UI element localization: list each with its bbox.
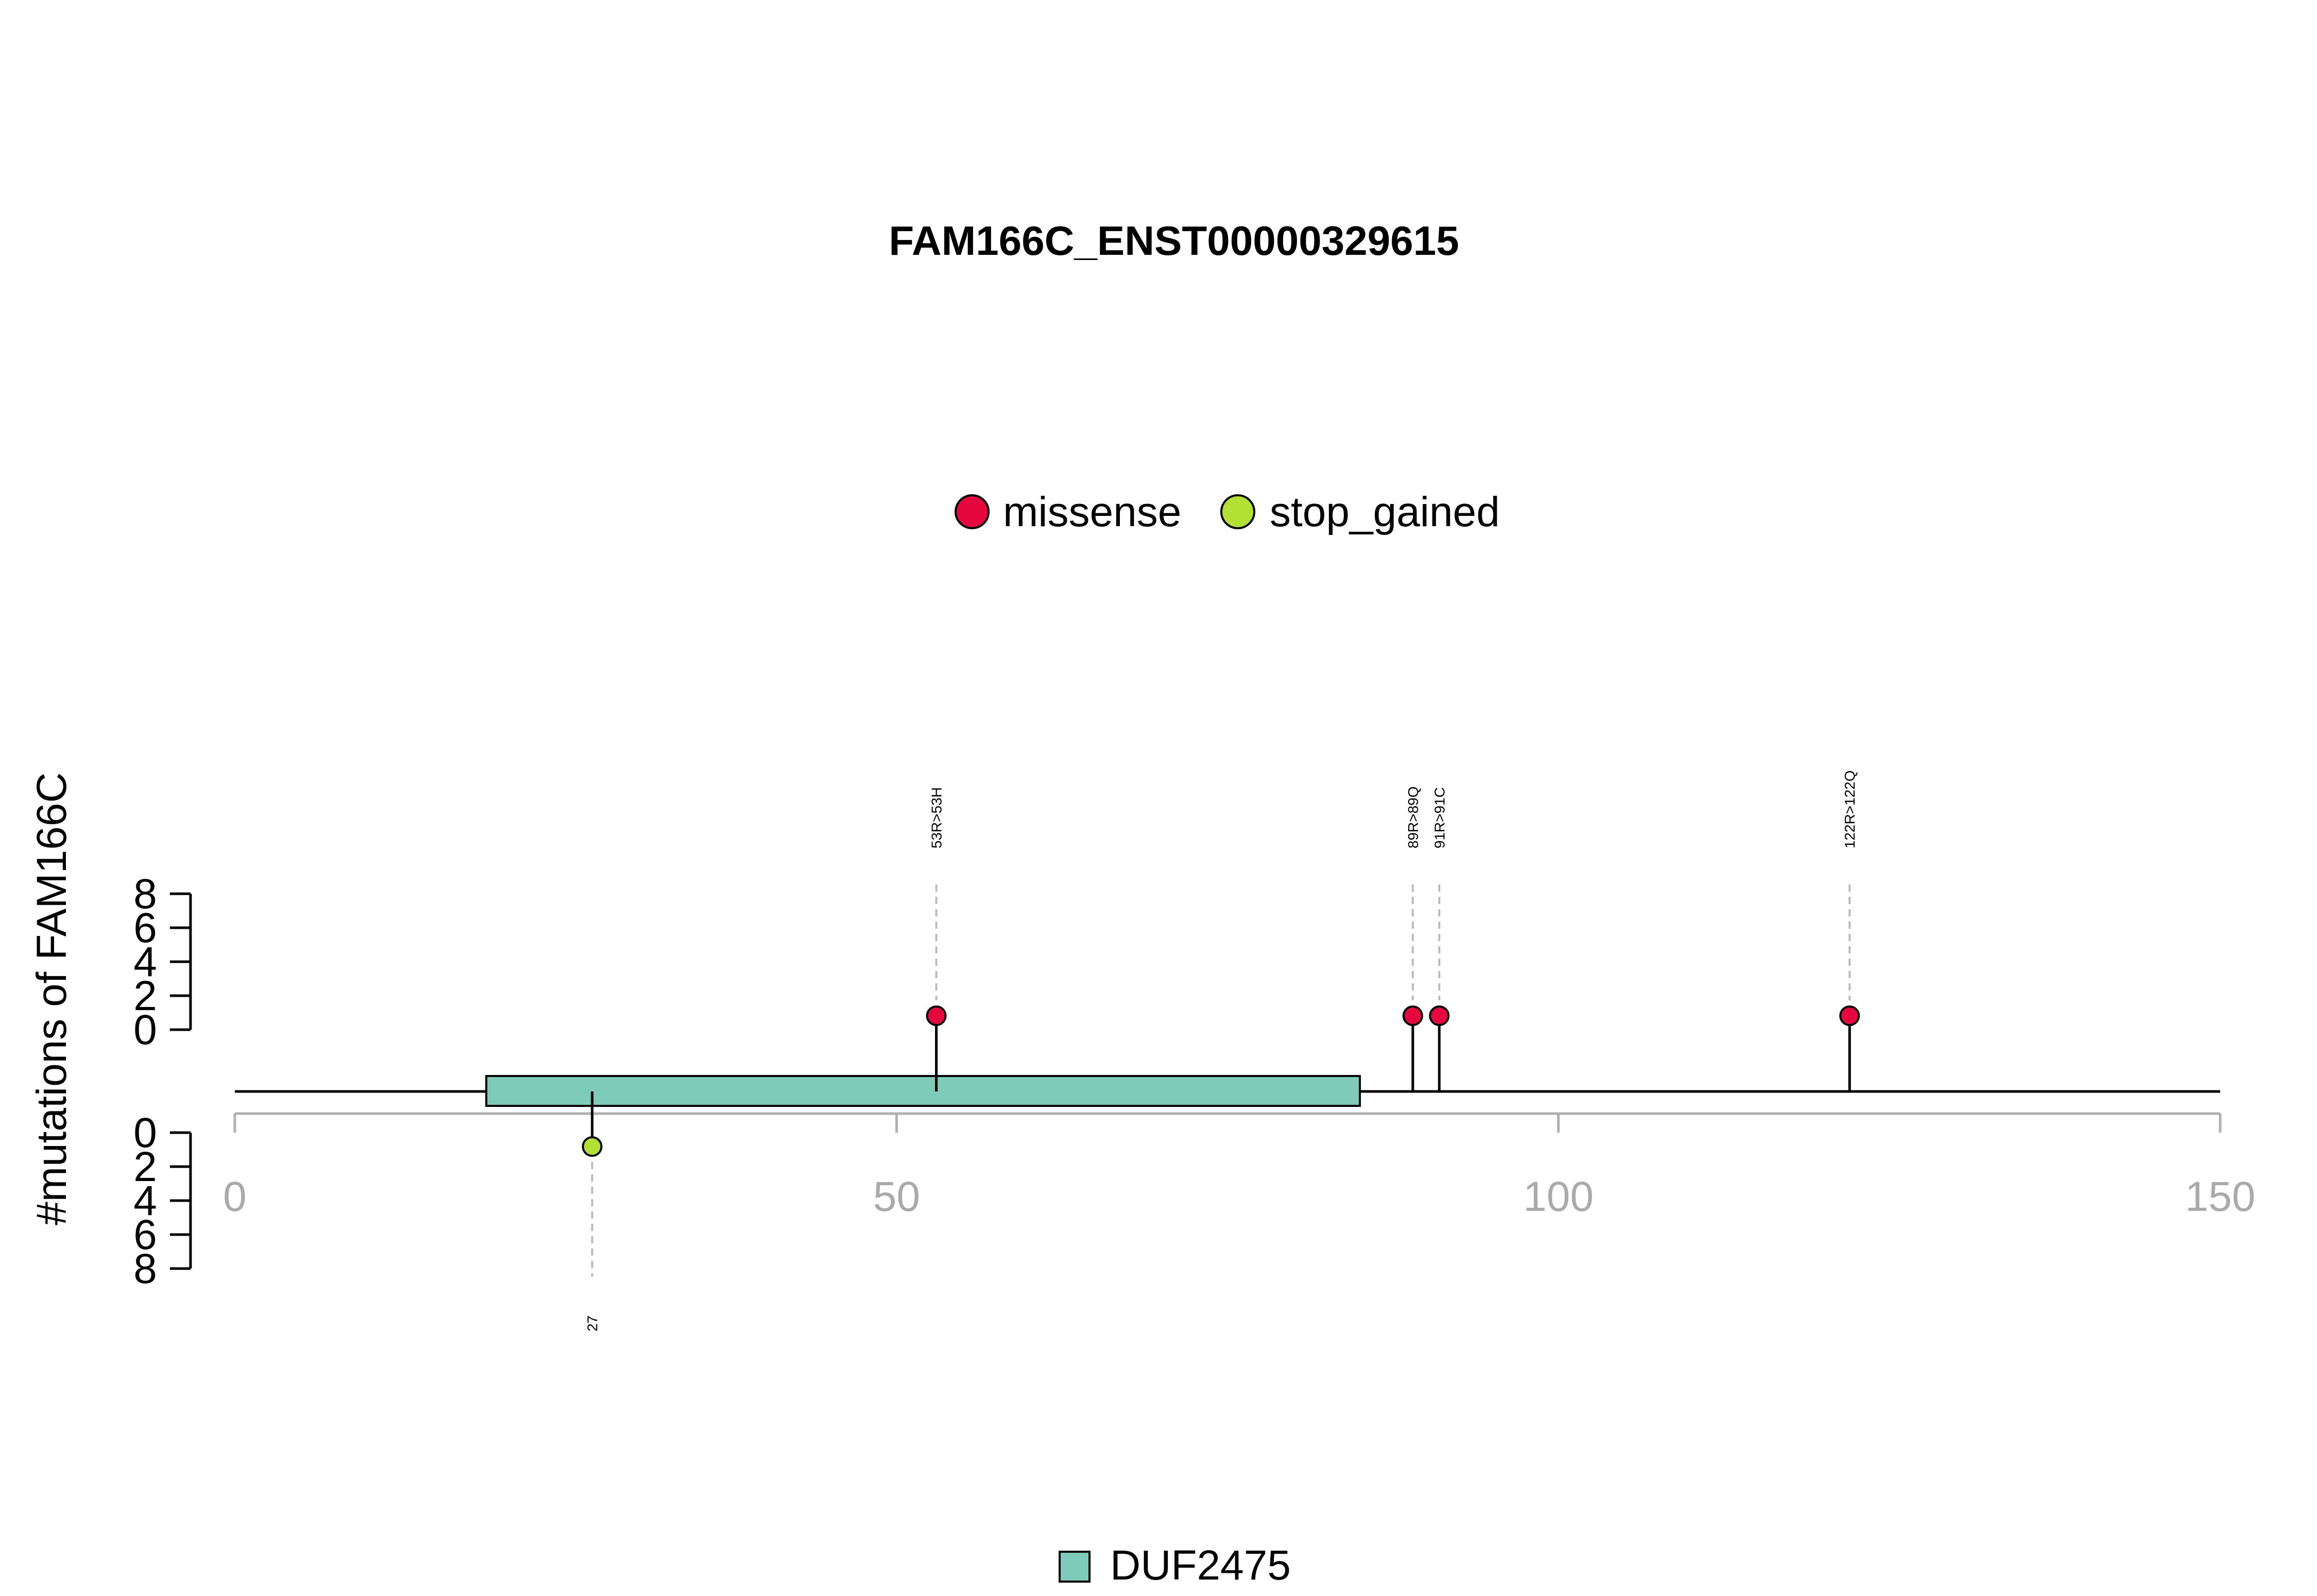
x-axis: 0 50 100 150	[223, 1112, 2256, 1220]
y-tick-label: 6	[133, 1211, 157, 1258]
mutation-point	[1402, 1005, 1423, 1026]
y-tick-label: 2	[133, 1143, 157, 1190]
legend-domain-swatch	[1059, 1551, 1091, 1583]
mutation-legend: missense stop_gained	[955, 489, 1500, 535]
legend-stop-gained-label: stop_gained	[1270, 489, 1500, 535]
y-tick-label: 2	[133, 973, 157, 1019]
y-tick-label: 8	[133, 871, 157, 917]
y-tick-label: 8	[133, 1245, 157, 1292]
chart-title: FAM166C_ENST00000329615	[889, 218, 1459, 264]
domain-layer	[485, 1075, 1361, 1107]
legend-missense-label: missense	[1003, 489, 1181, 535]
x-tick-label: 50	[873, 1173, 920, 1220]
mutation-point	[582, 1136, 603, 1157]
y-tick-label: 4	[133, 1177, 157, 1224]
x-tick-label: 100	[1523, 1173, 1594, 1220]
mutation-label: 122R>122Q	[1842, 770, 1858, 848]
mutation-label: 91R>91C	[1431, 787, 1447, 848]
mutation-point	[1429, 1005, 1450, 1026]
y-tick-label: 6	[133, 905, 157, 951]
mutation-label: 27	[584, 1315, 600, 1331]
mutation-label: 89R>89Q	[1405, 786, 1421, 848]
legend-domain-label: DUF2475	[1110, 1542, 1291, 1589]
y-tick-label: 0	[133, 1007, 157, 1053]
mutation-point	[926, 1005, 947, 1026]
x-tick-label: 0	[223, 1173, 247, 1220]
legend-stop-gained-marker	[1220, 494, 1255, 529]
legend-missense-marker	[955, 494, 990, 529]
y-axis-label: #mutations of FAM166C	[28, 772, 75, 1225]
domain-legend: DUF2475	[1059, 1542, 1291, 1589]
mutation-label: 53R>53H	[928, 787, 944, 848]
mutation-point	[1839, 1005, 1860, 1026]
domain-box	[485, 1075, 1361, 1107]
mutation-layer: 53R>53H 89R>89Q 91R>91C 122R>122Q 27	[582, 770, 1860, 1331]
x-tick-label: 150	[2185, 1173, 2256, 1220]
y-tick-label: 0	[133, 1109, 157, 1156]
y-tick-label: 4	[133, 939, 157, 985]
